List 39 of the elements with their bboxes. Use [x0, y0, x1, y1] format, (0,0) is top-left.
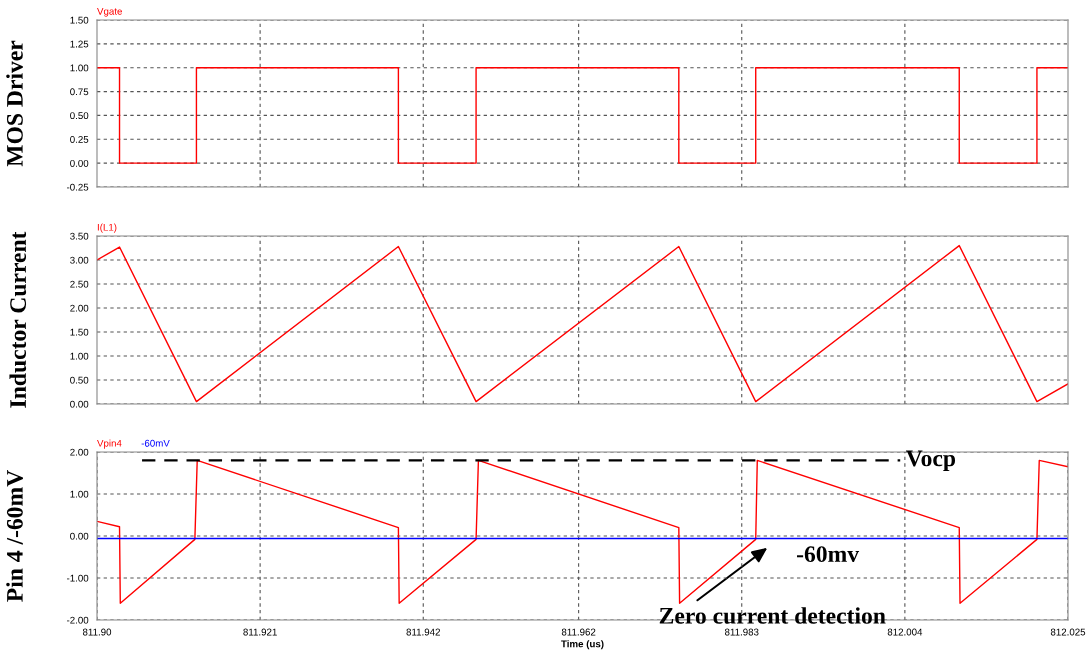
y-tick-label: 3.50 — [70, 232, 89, 240]
x-tick-label: 812.004 — [887, 628, 923, 636]
x-tick-label: 811.921 — [243, 628, 277, 636]
x-tick-label: 811.962 — [561, 628, 596, 636]
y-tick-label: -2.00 — [66, 616, 89, 624]
annotation: -60mv — [796, 546, 860, 563]
y-tick-label: -1.00 — [66, 574, 89, 582]
y-axis-title: Inductor Current — [9, 231, 27, 408]
y-tick-label: 0.50 — [70, 112, 89, 120]
x-tick-label: 811.942 — [406, 628, 440, 636]
y-tick-label: 3.00 — [70, 256, 89, 264]
y-tick-label: 0.00 — [70, 532, 89, 540]
y-tick-label: 1.00 — [70, 490, 89, 498]
y-tick-label: 0.25 — [70, 136, 89, 143]
y-tick-label: 2.50 — [70, 280, 89, 288]
series-label: Vocp — [905, 450, 956, 472]
y-tick-label: 1.25 — [70, 40, 89, 48]
y-tick-label: 2.00 — [70, 304, 89, 312]
series-label: I(L1) — [97, 223, 117, 233]
y-tick-label: -0.25 — [66, 183, 89, 191]
y-tick-label: 1.50 — [70, 16, 89, 24]
x-tick-label: 812.025 — [1050, 628, 1086, 636]
y-axis-title: Pin 4 /-60mV — [6, 470, 23, 602]
y-tick-label: 0.75 — [70, 88, 89, 96]
annotation: Zero current detection — [659, 607, 886, 624]
text: Vgate — [97, 7, 122, 17]
text: Vpin4 — [97, 439, 122, 449]
y-tick-label: 0.00 — [70, 400, 89, 408]
y-tick-label: 1.00 — [70, 352, 89, 360]
x-axis-title: Time (us) — [561, 640, 604, 650]
y-tick-label: 0.00 — [70, 159, 89, 167]
y-tick-label: 0.50 — [70, 376, 89, 384]
text: -60mV — [141, 439, 170, 447]
y-axis-title: MOS Driver — [6, 40, 23, 167]
y-tick-label: 2.00 — [70, 448, 89, 456]
y-tick-label: 1.00 — [70, 64, 89, 72]
y-tick-label: 1.50 — [70, 328, 89, 336]
x-tick-label: 811.983 — [724, 628, 759, 636]
x-tick-label: 811.90 — [82, 628, 112, 636]
